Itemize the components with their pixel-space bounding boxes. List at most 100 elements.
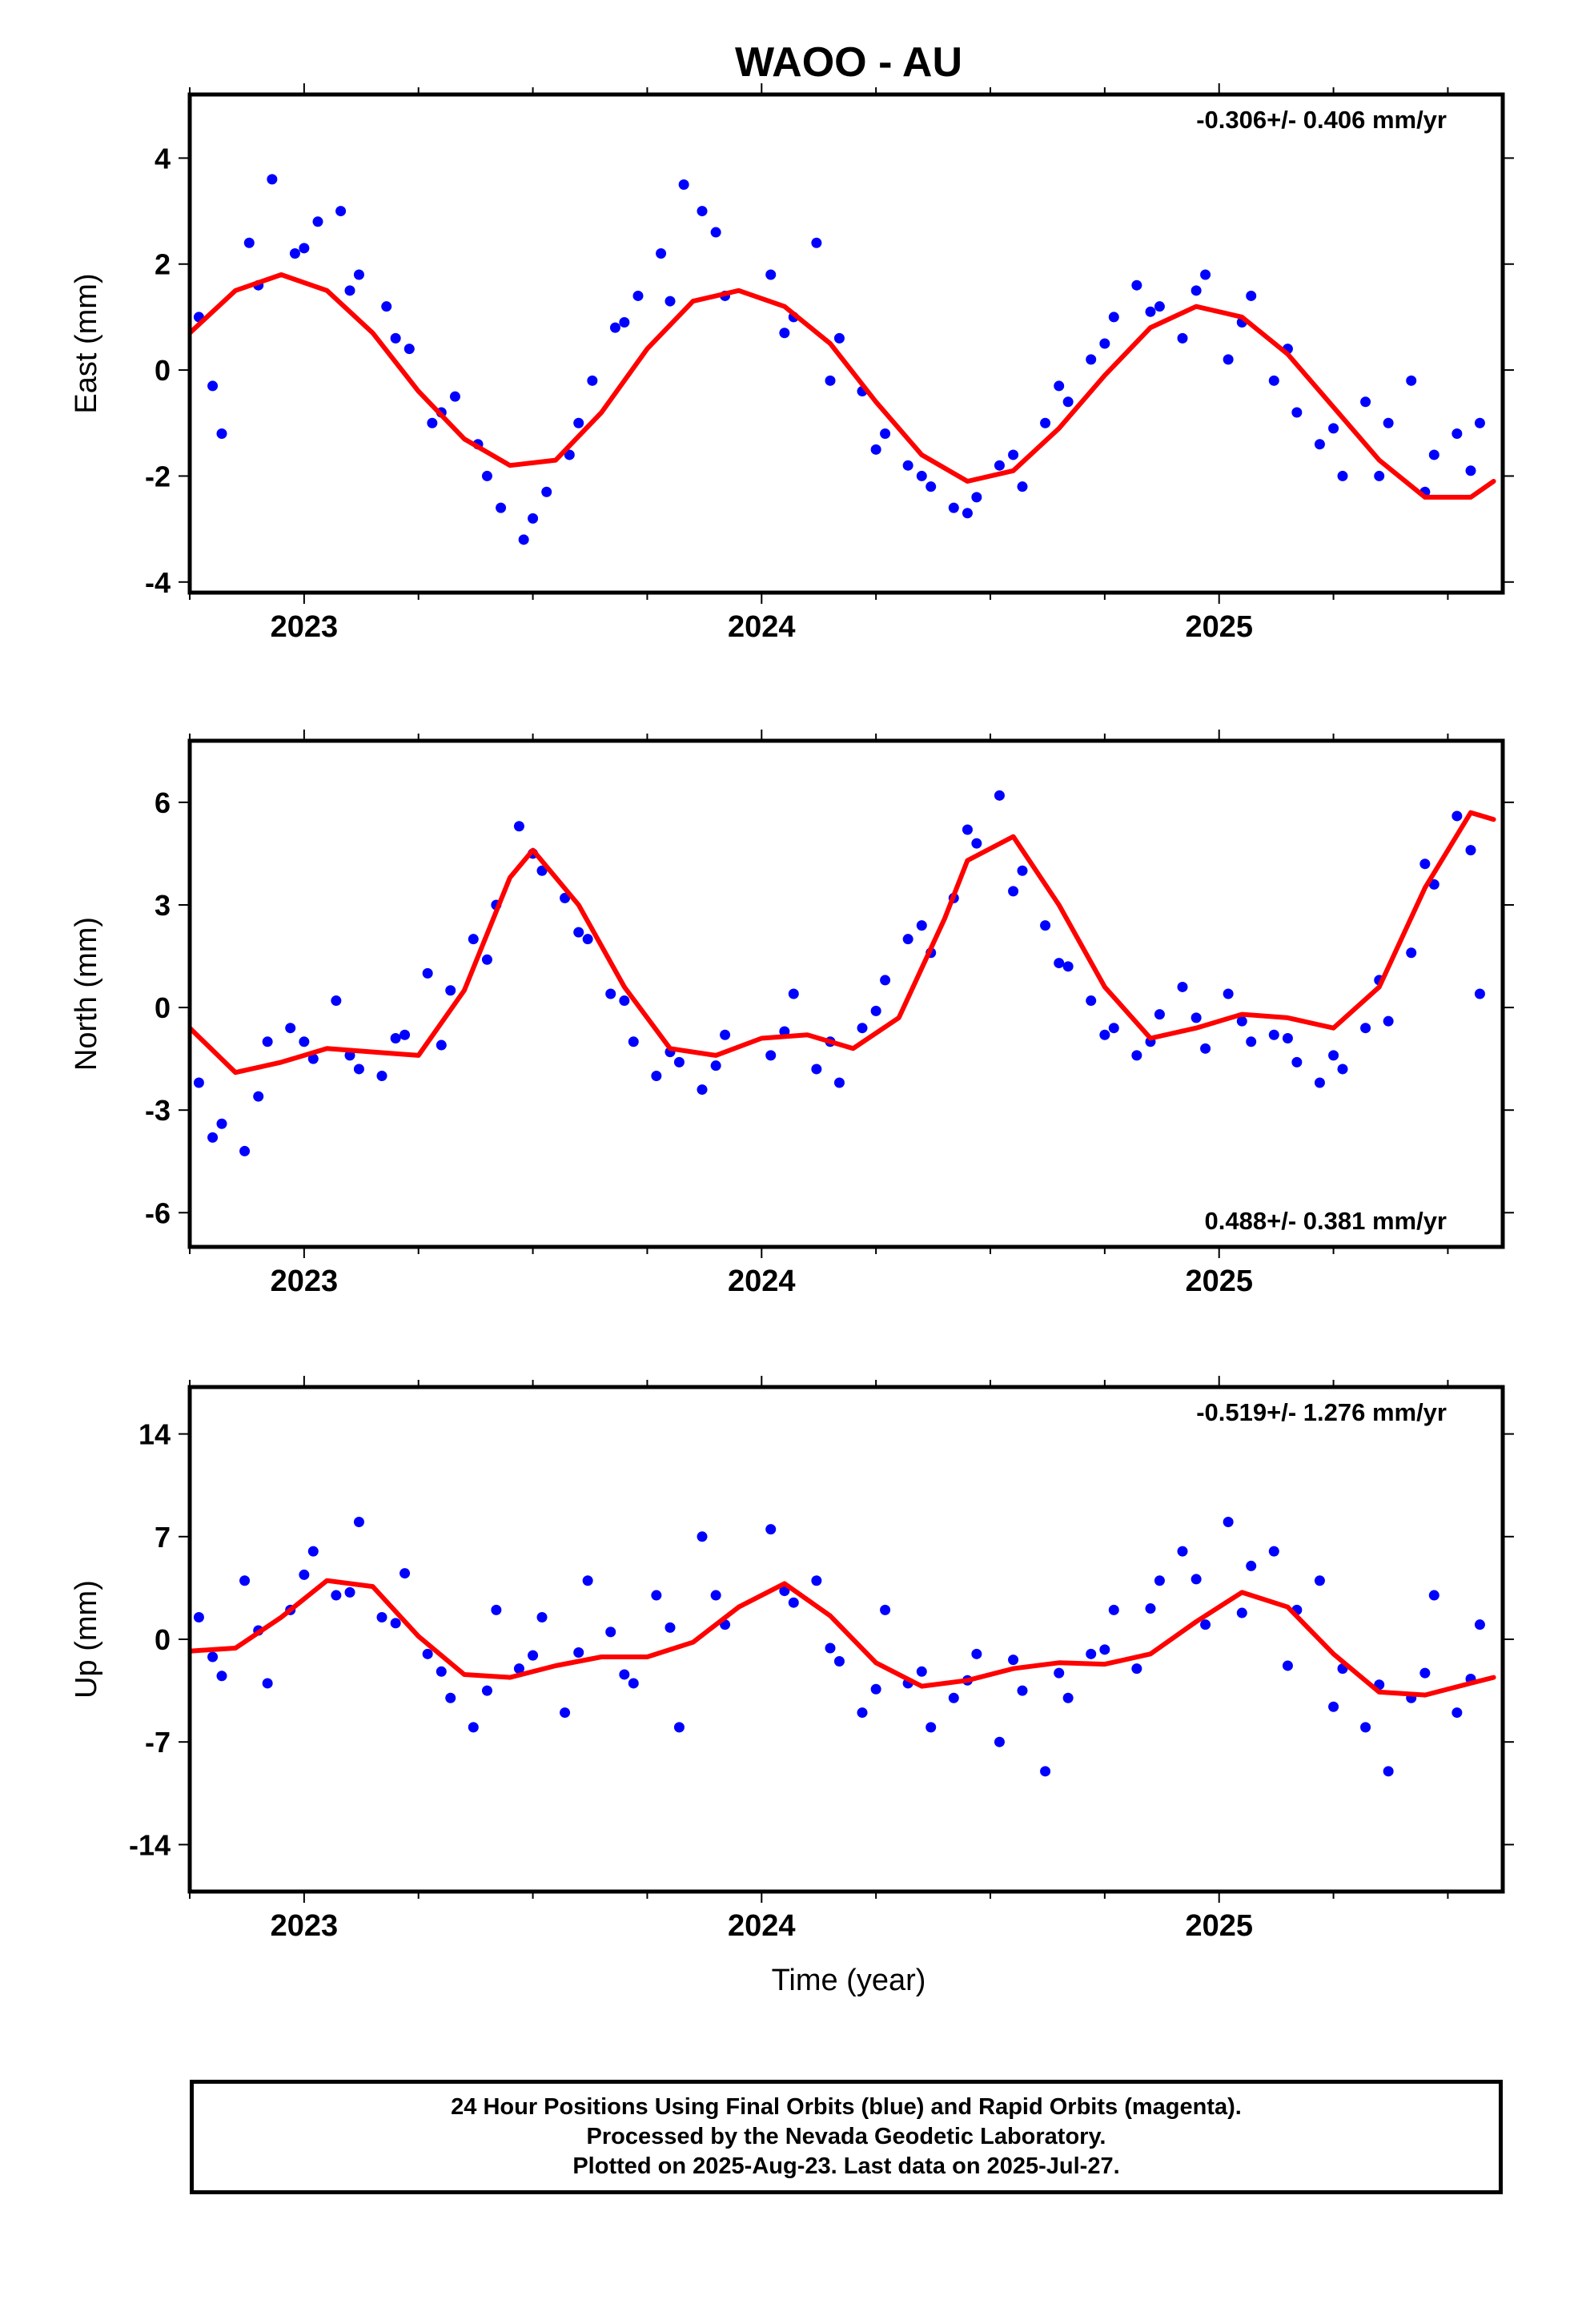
data-point — [335, 206, 347, 217]
data-point — [1054, 1667, 1065, 1679]
data-point — [331, 1590, 342, 1601]
data-point — [880, 428, 891, 439]
data-point — [1200, 269, 1211, 280]
data-point — [536, 1612, 548, 1623]
data-point — [400, 1029, 411, 1040]
data-point — [619, 1669, 630, 1680]
data-point — [870, 1005, 881, 1016]
data-point — [710, 1060, 721, 1072]
data-point — [1223, 988, 1234, 999]
data-point — [1145, 306, 1156, 317]
data-point — [207, 1651, 219, 1663]
data-point — [857, 1707, 868, 1719]
data-point — [1360, 1023, 1371, 1034]
data-point — [1200, 1043, 1211, 1054]
data-point — [673, 1056, 685, 1068]
data-point — [1246, 290, 1257, 301]
data-point — [665, 296, 676, 307]
data-point — [825, 1642, 836, 1654]
panel-frame — [187, 738, 1505, 1249]
data-point — [1062, 961, 1074, 972]
data-point — [1062, 1692, 1074, 1703]
data-point — [216, 1118, 227, 1129]
data-point — [1099, 338, 1110, 349]
data-point — [1282, 1660, 1293, 1671]
data-point — [1236, 1607, 1247, 1618]
data-point — [1383, 1766, 1394, 1777]
panel-2: 2023 2024 2025 6 3 0 -3 -6 North (mm) 0.488+/- 0.… — [70, 730, 1514, 1298]
data-point — [331, 995, 342, 1007]
data-point — [948, 1692, 959, 1703]
data-point — [656, 248, 667, 259]
data-point — [1099, 1029, 1110, 1040]
data-point — [1383, 417, 1394, 428]
data-point — [870, 444, 881, 455]
data-point — [697, 1084, 708, 1096]
data-point — [1337, 1063, 1348, 1075]
x-tick-label: 2023 — [271, 1909, 339, 1943]
y-tick-label: -14 — [129, 1828, 171, 1861]
data-point — [216, 428, 227, 439]
data-point — [811, 1063, 822, 1075]
data-point — [1223, 1516, 1234, 1527]
data-point — [1099, 1644, 1110, 1655]
y-axis-label: North (mm) — [70, 917, 103, 1071]
data-point — [609, 322, 620, 333]
data-point — [1428, 1590, 1439, 1601]
x-tick-label: 2023 — [271, 610, 339, 644]
x-tick-label: 2023 — [271, 1265, 339, 1298]
panel-3: 2023 2024 2025 14 7 0 -7 -14 Up (mm) -0.519+/- 1.… — [70, 1376, 1514, 1943]
data-point — [481, 954, 492, 965]
data-point — [1291, 407, 1303, 418]
panel-frame — [187, 92, 1505, 595]
plot-area — [190, 174, 1496, 545]
data-point — [1246, 1560, 1257, 1571]
data-point — [1086, 1648, 1097, 1659]
y-tick-label: 2 — [155, 248, 171, 281]
data-point — [926, 481, 937, 493]
data-point — [678, 179, 689, 190]
data-point — [528, 1650, 539, 1661]
fit-curve — [190, 810, 1496, 1076]
data-point — [390, 332, 401, 344]
data-point — [1314, 439, 1325, 450]
data-point — [628, 1036, 639, 1047]
data-point — [902, 934, 913, 945]
data-point — [436, 1666, 447, 1677]
data-point — [285, 1023, 296, 1034]
fit-curve — [190, 272, 1496, 500]
data-point — [481, 470, 492, 481]
data-point — [518, 534, 529, 545]
data-point — [573, 417, 584, 428]
data-point — [436, 1039, 447, 1051]
data-point — [449, 391, 460, 402]
data-point — [1008, 449, 1019, 460]
data-point — [243, 237, 255, 248]
data-point — [1191, 1012, 1202, 1023]
data-point — [1465, 845, 1476, 856]
data-point — [422, 1648, 433, 1659]
footer-caption-box: 24 Hour Positions Using Final Orbits (bl… — [190, 2080, 1503, 2194]
data-point — [1474, 417, 1485, 428]
data-point — [1054, 958, 1065, 969]
data-point — [788, 988, 799, 999]
panel-1: 2023 2024 2025 4 2 0 -2 -4 East (mm) -0.306+/- 0.… — [70, 83, 1514, 644]
data-point — [1054, 380, 1065, 392]
data-point — [1154, 301, 1165, 312]
data-point — [1223, 354, 1234, 365]
data-point — [833, 1077, 845, 1088]
data-point — [307, 1053, 319, 1064]
y-tick-label: -6 — [145, 1196, 171, 1229]
data-point — [651, 1590, 662, 1601]
y-tick-label: 3 — [155, 889, 171, 922]
data-point — [1314, 1575, 1325, 1586]
data-point — [445, 985, 456, 996]
data-point — [468, 934, 479, 945]
data-point — [496, 502, 507, 513]
data-point — [207, 380, 219, 392]
data-point — [1419, 1667, 1431, 1679]
y-axis-label: East (mm) — [70, 273, 103, 413]
data-point — [1017, 865, 1028, 876]
data-point — [1236, 1015, 1247, 1027]
data-point — [1145, 1603, 1156, 1614]
